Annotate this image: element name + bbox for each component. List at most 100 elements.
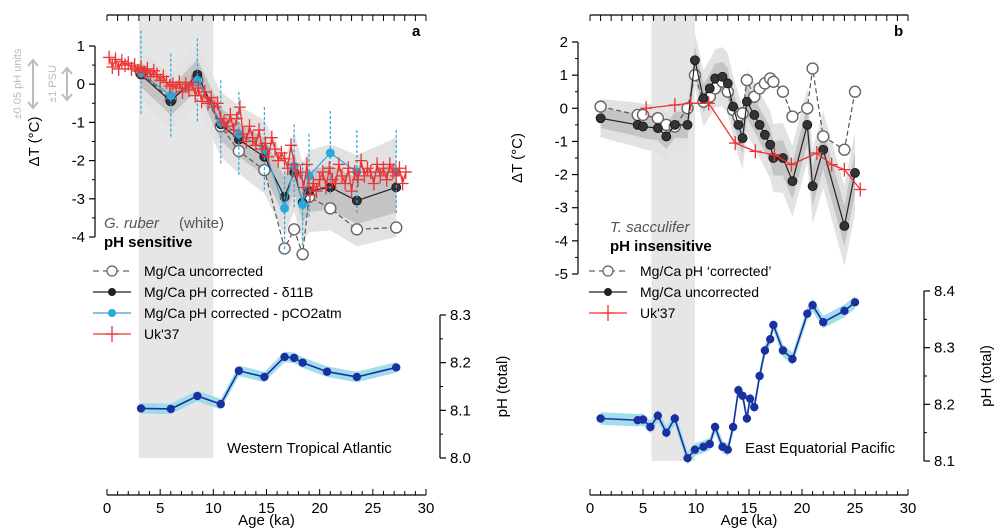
ph-point: [638, 415, 648, 424]
ph-point: [705, 439, 714, 449]
legend-marker: [105, 326, 119, 342]
series-cross-point: [189, 88, 202, 103]
series-open-point: [817, 130, 830, 143]
ph-point: [298, 358, 307, 367]
sensitivity-label: pH sensitive: [104, 234, 192, 251]
series-cross-point: [768, 147, 781, 162]
series-open-point: [350, 223, 364, 236]
series-black-point: [802, 119, 813, 130]
series-cross-point: [166, 77, 179, 92]
ph-line: [141, 356, 397, 410]
series-cross-point: [112, 61, 125, 76]
ph-point: [819, 317, 828, 327]
series-cross-point: [141, 61, 154, 76]
series-cross-point: [313, 172, 326, 187]
series-cross-point: [396, 176, 409, 191]
series-cross-point: [227, 123, 240, 138]
series-cross-point: [640, 101, 653, 116]
series-cross-point: [208, 100, 221, 115]
series-cross-point: [109, 52, 122, 67]
series-cross-point: [147, 63, 160, 78]
ph-point: [670, 414, 679, 423]
series-cross-point: [294, 165, 307, 180]
ph-point: [234, 366, 244, 375]
panel-letter: b: [894, 23, 903, 40]
legend-marker: [108, 288, 116, 296]
ph-point: [596, 414, 605, 423]
legend-marker: [601, 305, 615, 321]
ph-point: [803, 309, 812, 318]
series-cross-point: [291, 168, 304, 183]
ph-point: [352, 372, 362, 382]
series-cross-point: [358, 168, 371, 183]
series-cross-point: [253, 123, 266, 138]
ph-point: [260, 372, 269, 382]
series-cross-point: [176, 84, 189, 99]
temp-y-tick-label: -5: [555, 266, 568, 283]
series-cross-point: [224, 107, 237, 122]
series-open-point: [776, 85, 790, 98]
series-cross-point: [256, 142, 269, 157]
series-cross-point: [374, 168, 387, 183]
series-cross-point: [316, 165, 329, 180]
series-cross-point: [154, 73, 167, 88]
series-cross-point: [150, 67, 163, 82]
x-axis-label: Age (ka): [721, 512, 778, 529]
series-cross-point: [825, 157, 838, 172]
legend-label: Mg/Ca pH ‘corrected’: [640, 263, 772, 279]
series-cross-point: [326, 172, 339, 187]
series-open-point: [806, 62, 819, 75]
series-cross-point: [125, 61, 138, 76]
legend-label: Mg/Ca uncorrected: [640, 284, 759, 300]
x-tick-label: 20: [794, 500, 811, 517]
series-cross-point: [749, 144, 762, 159]
series-cross-point: [128, 58, 141, 73]
series-cross-point: [144, 69, 157, 84]
series-cross-point: [259, 136, 272, 151]
ph-point: [166, 404, 175, 414]
series-black-point: [728, 101, 738, 112]
series-blue-point: [192, 75, 202, 85]
temp-y-tick-label: -4: [72, 229, 85, 246]
series-open-point: [324, 202, 337, 215]
series-cross-point: [131, 63, 144, 78]
series-black-point: [807, 181, 818, 192]
series-cross-point: [361, 161, 374, 176]
ph-point: [750, 402, 759, 412]
temp-y-tick-label: -1: [555, 133, 568, 150]
series-cross-point: [364, 165, 377, 180]
ph-uncertainty-band: [600, 296, 855, 465]
temp-y-tick-label: -3: [72, 191, 85, 208]
series-cross-point: [160, 75, 173, 90]
ph-point: [646, 422, 655, 432]
series-cross-point: [275, 145, 288, 160]
series-open-point: [232, 144, 246, 158]
series-cross-point: [351, 172, 364, 187]
ph-point: [710, 422, 720, 432]
series-cross-point: [170, 81, 183, 96]
x-axis-label: Age (ka): [238, 512, 295, 529]
series-cross-point: [332, 157, 345, 172]
ph-point: [755, 371, 764, 381]
species-note: (white): [179, 215, 224, 232]
series-black-point: [733, 119, 744, 130]
series-cross-point: [122, 56, 135, 71]
series-open-point: [636, 108, 650, 122]
series-cross-point: [810, 146, 823, 161]
legend-marker: [604, 288, 612, 296]
series-cross-point: [348, 165, 361, 180]
series-open-point: [740, 73, 754, 87]
temp-y-tick-label: 2: [560, 34, 568, 51]
series-cross-point: [288, 157, 301, 172]
ph-point: [850, 298, 860, 307]
x-tick-label: 5: [156, 500, 164, 517]
temp-y-tick-label: 0: [560, 100, 568, 117]
legend-label: Mg/Ca pH corrected - δ11B: [144, 284, 313, 300]
ph-point: [322, 367, 332, 376]
shaded-interval: [651, 15, 695, 461]
series-cross-point: [355, 153, 368, 168]
scale-label-ph: ±0.05 pH units: [12, 48, 24, 119]
series-black-point: [682, 119, 693, 130]
x-tick-label: 5: [639, 500, 647, 517]
series-black-point: [690, 55, 700, 66]
